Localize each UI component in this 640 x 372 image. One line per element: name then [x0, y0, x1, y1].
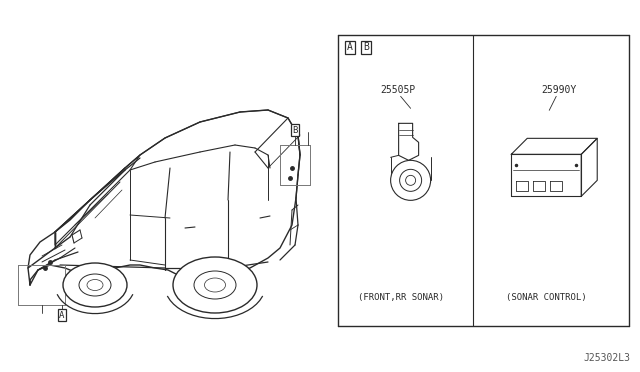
Text: B: B [363, 42, 369, 52]
Text: (SONAR CONTROL): (SONAR CONTROL) [506, 293, 586, 302]
Polygon shape [28, 110, 300, 285]
Text: B: B [292, 125, 298, 135]
Text: J25302L3: J25302L3 [583, 353, 630, 363]
Text: 25505P: 25505P [380, 85, 415, 95]
Polygon shape [581, 138, 597, 196]
Polygon shape [55, 155, 140, 245]
Polygon shape [511, 154, 581, 196]
Ellipse shape [173, 257, 257, 313]
Text: A: A [60, 311, 65, 320]
Polygon shape [511, 138, 597, 154]
Text: A: A [347, 42, 353, 52]
Ellipse shape [63, 263, 127, 307]
Text: (FRONT,RR SONAR): (FRONT,RR SONAR) [358, 293, 444, 302]
Polygon shape [399, 124, 419, 160]
Text: 25990Y: 25990Y [541, 85, 577, 95]
Ellipse shape [390, 160, 431, 201]
